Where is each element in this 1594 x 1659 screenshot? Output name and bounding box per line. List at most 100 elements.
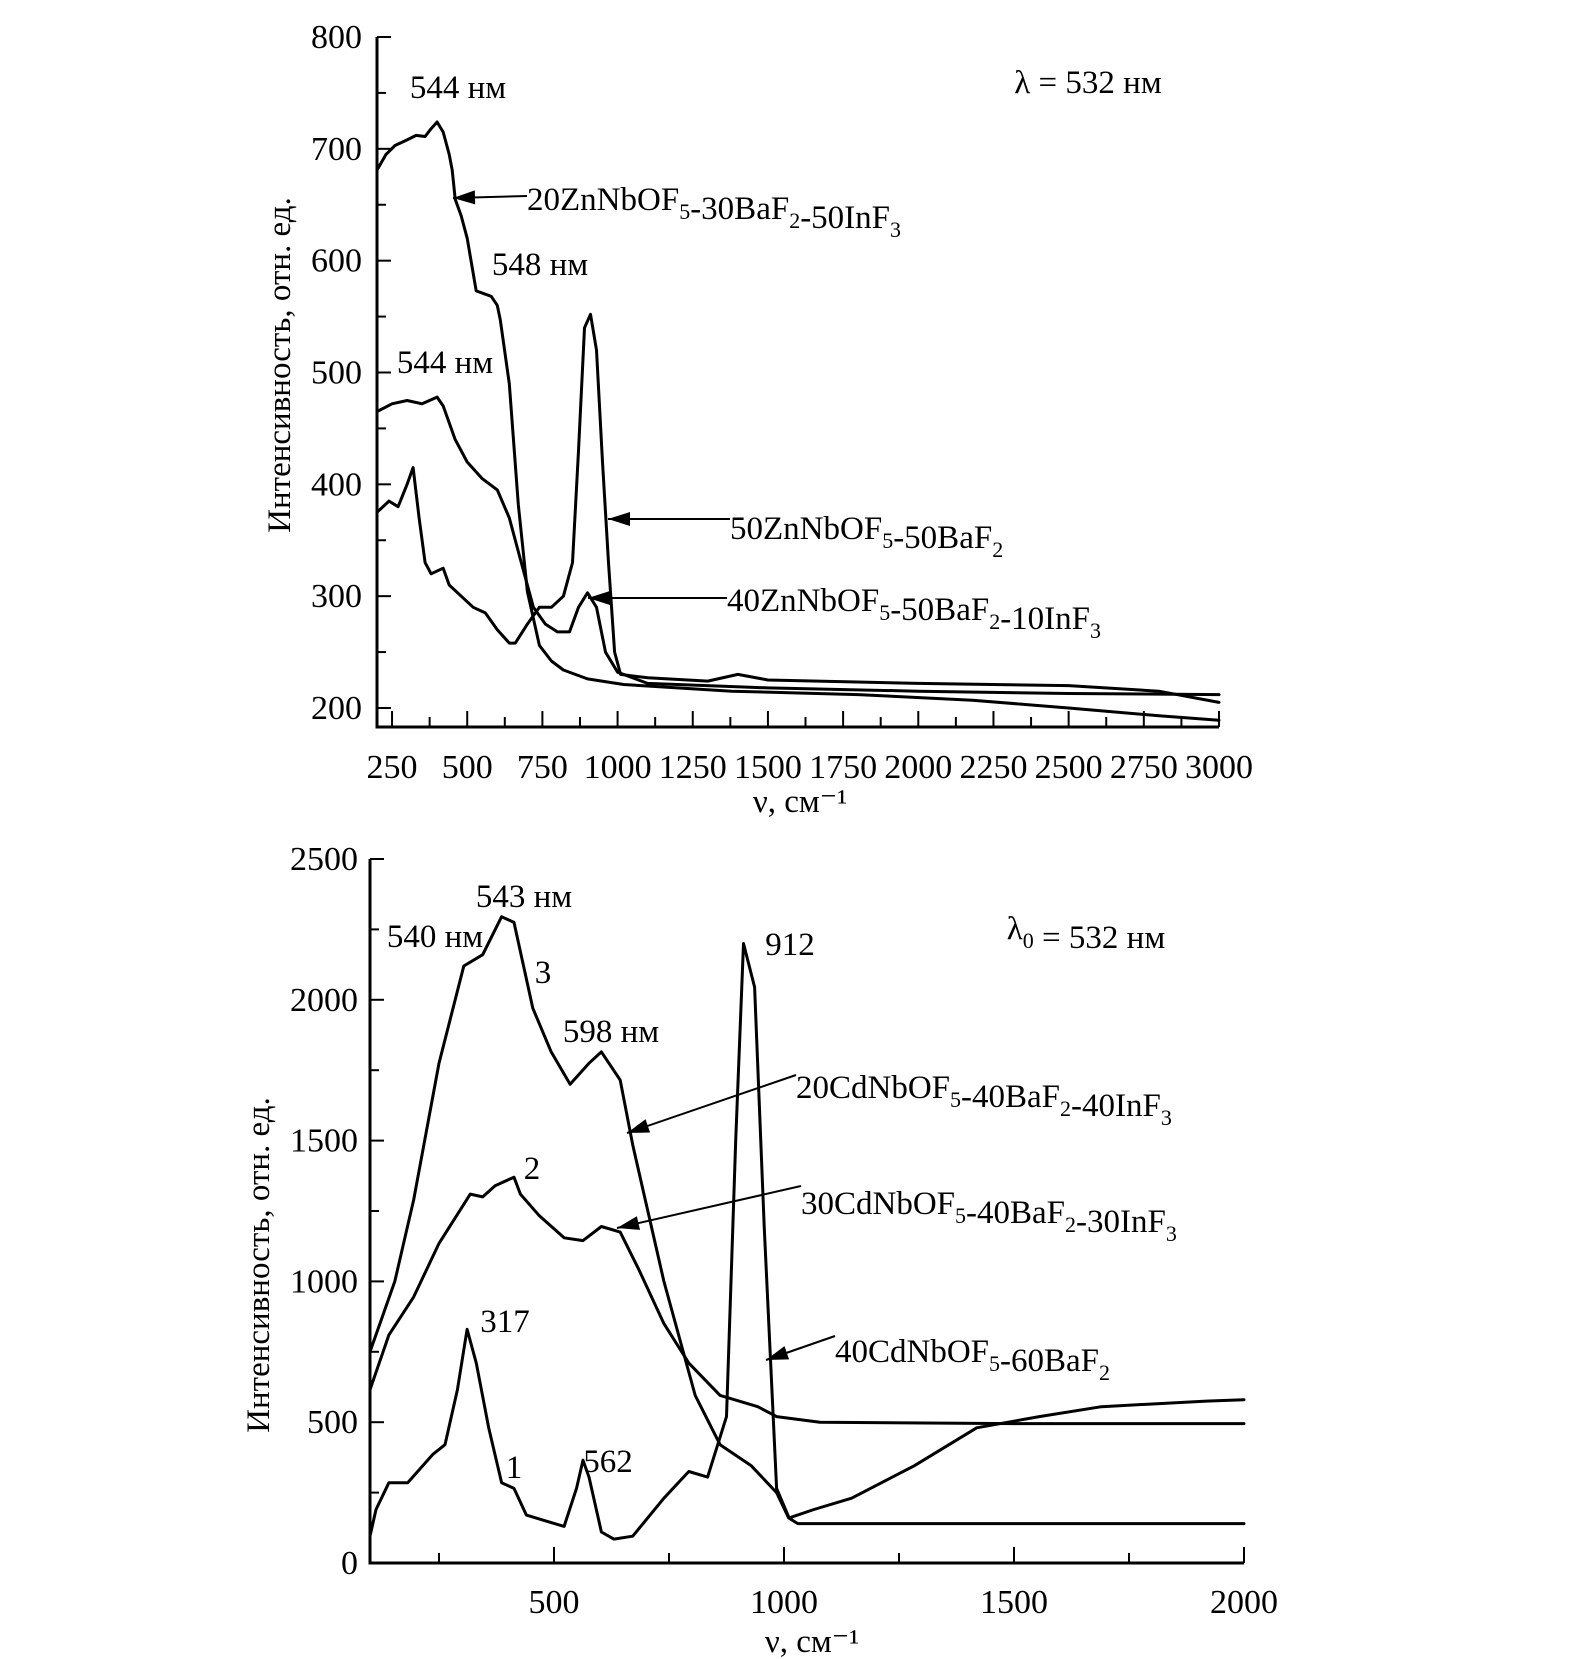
annotation-label: 543 нм xyxy=(476,879,572,915)
x-tick-label: 500 xyxy=(442,749,493,786)
series-line-1 xyxy=(375,120,1221,722)
x-axis-title: ν, см⁻¹ xyxy=(753,784,847,820)
text-span: 40CdNbOF xyxy=(835,1334,989,1370)
annotation-label: 548 нм xyxy=(492,247,588,283)
text-span: 20ZnNbOF xyxy=(527,182,679,218)
y-tick-label: 2000 xyxy=(290,982,358,1019)
subscript: 2 xyxy=(1099,1360,1110,1385)
bottom-chart-cd-glasses: 500 1000 1500 2000 0 500 1000 1500 2000 2500 Интен… xyxy=(241,841,1278,1659)
series-pointer-arrow-2 xyxy=(616,1185,802,1230)
series-line-2 xyxy=(368,1175,1246,1426)
subscript: 3 xyxy=(1090,618,1101,643)
subscript: 3 xyxy=(890,217,901,242)
text-span: -60BaF xyxy=(1000,1343,1099,1379)
text-span: 50ZnNbOF xyxy=(730,511,882,547)
subscript: 2 xyxy=(1060,1096,1071,1121)
x-tick-label: 1000 xyxy=(750,1584,818,1621)
text-span: λ = 532 нм xyxy=(1014,65,1162,101)
x-axis-title: ν, см⁻¹ xyxy=(765,1624,859,1659)
series-label-3: 40CdNbOF5-60BaF2 xyxy=(835,1334,1110,1385)
x-tick-label: 1500 xyxy=(980,1584,1048,1621)
arrowhead-icon xyxy=(766,1346,790,1360)
text-span: 3 xyxy=(535,955,552,991)
subscript: 2 xyxy=(992,537,1003,562)
subscript: 5 xyxy=(882,528,893,553)
text-span: 598 нм xyxy=(563,1014,659,1050)
text-span: 2 xyxy=(524,1151,541,1187)
text-span: -50BaF xyxy=(890,592,989,628)
x-tick-label: 750 xyxy=(517,749,568,786)
annotation-label: 2 xyxy=(524,1151,541,1187)
series-pointer-arrow-2 xyxy=(608,512,730,526)
text-span: -10InF xyxy=(1000,601,1090,637)
y-axis-title: Интенсивность, отн. ед. xyxy=(262,197,298,533)
text-span: 30CdNbOF xyxy=(801,1186,955,1222)
arrow-line xyxy=(626,1074,797,1134)
arrowhead-icon xyxy=(588,591,610,605)
axes xyxy=(375,37,1219,729)
series-line-3 xyxy=(368,942,1246,1541)
y-tick-label: 1000 xyxy=(290,1263,358,1300)
text-span: 548 нм xyxy=(492,247,588,283)
arrowhead-icon xyxy=(453,190,476,205)
arrowhead-icon xyxy=(627,1119,651,1133)
text-span: -50InF xyxy=(800,200,890,236)
series-pointer-arrow-3 xyxy=(765,1335,836,1361)
text-span: = 532 нм xyxy=(1034,920,1166,956)
annotation-label: 544 нм xyxy=(397,345,493,381)
x-tick-label: 250 xyxy=(367,749,418,786)
y-tick-label: 700 xyxy=(311,131,362,168)
annotation-label: 562 xyxy=(583,1444,633,1480)
text-span: λ xyxy=(1007,911,1023,947)
text-span: -40InF xyxy=(1071,1088,1161,1124)
series-label-1: 20ZnNbOF5-30BaF2-50InF3 xyxy=(527,182,901,242)
text-span: -30InF xyxy=(1076,1204,1166,1240)
series-label-1: 20CdNbOF5-40BaF2-40InF3 xyxy=(796,1070,1172,1130)
y-tick-label: 200 xyxy=(311,690,362,727)
series-pointer-arrow-1 xyxy=(626,1074,797,1134)
x-tick-label: 1250 xyxy=(659,749,727,786)
text-span: 544 нм xyxy=(397,345,493,381)
subscript: 3 xyxy=(1161,1105,1172,1130)
text-span: 544 нм xyxy=(410,70,506,106)
y-tick-label: 600 xyxy=(311,243,362,280)
subscript: 5 xyxy=(955,1203,966,1228)
series-line-2 xyxy=(375,312,1221,704)
text-span: 20CdNbOF xyxy=(796,1070,950,1106)
y-tick-label: 400 xyxy=(311,466,362,503)
arrowhead-icon xyxy=(617,1216,641,1230)
top-chart-zn-glasses: 250 500 750 1000 1250 1500 1750 2000 2250 2500 275… xyxy=(262,19,1253,820)
x-tick-label: 1000 xyxy=(584,749,652,786)
annotation-label: 544 нм xyxy=(410,70,506,106)
series-pointer-arrow-3 xyxy=(588,591,727,605)
annotation-label: 598 нм xyxy=(563,1014,659,1050)
series-label-3: 40ZnNbOF5-50BaF2-10InF3 xyxy=(727,583,1101,643)
text-span: 912 xyxy=(765,927,815,963)
subscript: 2 xyxy=(1065,1212,1076,1237)
subscript: 5 xyxy=(950,1087,961,1112)
x-tick-label: 2250 xyxy=(959,749,1027,786)
subscript: 3 xyxy=(1166,1221,1177,1246)
subscript: 5 xyxy=(679,199,690,224)
text-span: 540 нм xyxy=(387,919,483,955)
y-axis-title: Интенсивность, отн. ед. xyxy=(241,1097,277,1433)
x-tick-label: 3000 xyxy=(1185,749,1253,786)
text-span: 543 нм xyxy=(476,879,572,915)
text-span: -40BaF xyxy=(966,1195,1065,1231)
text-span: 1 xyxy=(506,1450,523,1486)
x-tick-label: 1750 xyxy=(809,749,877,786)
x-tick-label: 2500 xyxy=(1035,749,1103,786)
annotation-label: 3 xyxy=(535,955,552,991)
text-span: 317 xyxy=(480,1304,530,1340)
text-span: -50BaF xyxy=(893,520,992,556)
x-tick-label: 1500 xyxy=(734,749,802,786)
y-tick-label: 1500 xyxy=(290,1123,358,1160)
x-tick-label: 500 xyxy=(529,1584,580,1621)
subscript: 2 xyxy=(989,609,1000,634)
text-span: 562 xyxy=(583,1444,633,1480)
subscript: 5 xyxy=(879,600,890,625)
y-tick-label: 500 xyxy=(311,354,362,391)
y-tick-label: 300 xyxy=(311,578,362,615)
arrow-line xyxy=(616,1185,802,1229)
